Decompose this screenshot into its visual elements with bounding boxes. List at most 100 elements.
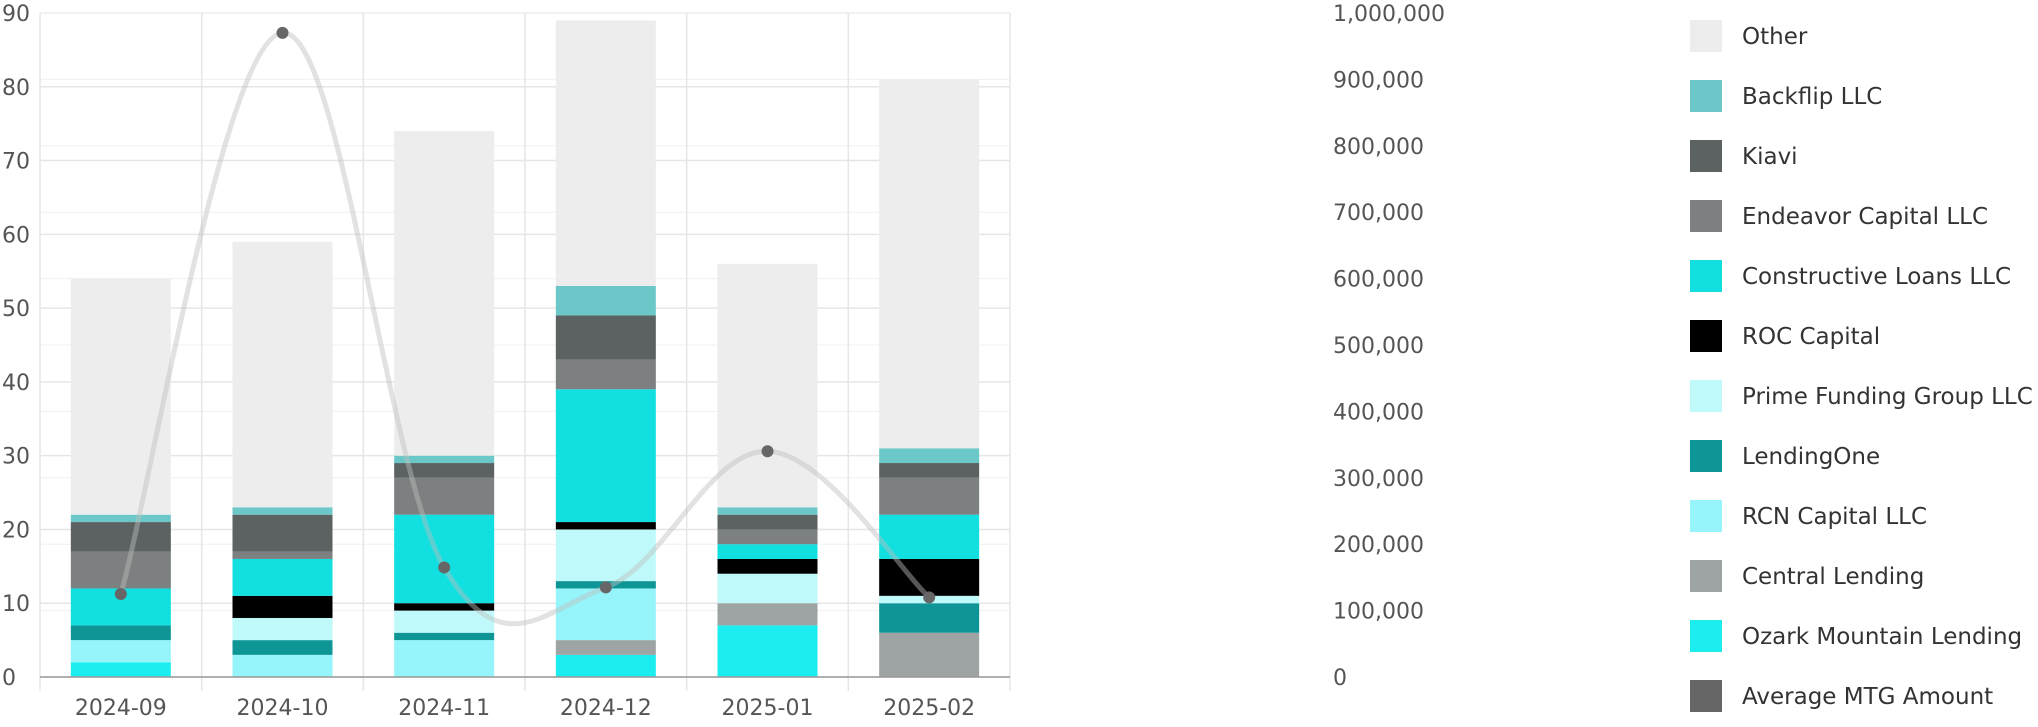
y-left-tick-label: 90: [2, 2, 30, 27]
bar-segment: [555, 20, 656, 286]
y-left-tick-label: 10: [2, 592, 30, 617]
bar-segment: [879, 79, 980, 449]
legend-label: Constructive Loans LLC: [1742, 264, 2011, 290]
bar-segment: [232, 558, 333, 596]
y-left-tick-label: 50: [2, 297, 30, 322]
line-point: [438, 561, 451, 574]
x-tick-label: 2024-11: [398, 696, 490, 721]
grid-layer: [39, 12, 1011, 691]
legend-label: Endeavor Capital LLC: [1742, 204, 1988, 230]
bar-segment: [717, 558, 818, 574]
legend-swatch: [1690, 320, 1722, 352]
bar-segment: [232, 241, 333, 508]
legend-swatch: [1690, 560, 1722, 592]
y-right-tick-label: 1,000,000: [1333, 2, 1445, 27]
y-left-tick-label: 40: [2, 371, 30, 396]
bar-segment: [879, 514, 980, 559]
bar-segment: [555, 389, 656, 523]
legend-swatch: [1690, 680, 1722, 712]
bar-segment: [394, 455, 495, 464]
bar-segment: [70, 662, 171, 677]
x-tick-label: 2024-12: [560, 696, 652, 721]
x-tick-label: 2025-01: [722, 696, 814, 721]
line-point: [114, 588, 127, 600]
bar-segment: [70, 551, 171, 589]
bar-segment: [232, 640, 333, 655]
line-point: [761, 445, 774, 458]
bar-segment: [717, 263, 818, 508]
bar-segment: [717, 529, 818, 545]
bar-segment: [555, 359, 656, 390]
bar-segment: [70, 522, 171, 552]
bar-segment: [394, 514, 495, 604]
bar-segment: [717, 514, 818, 530]
bar-segment: [717, 603, 818, 626]
bar-segment: [717, 625, 818, 677]
bar-segment: [70, 514, 171, 523]
y-left-tick-label: 30: [2, 445, 30, 470]
y-right-tick-label: 800,000: [1333, 135, 1424, 160]
y-left-tick-label: 70: [2, 150, 30, 175]
x-tick-label: 2024-10: [237, 696, 329, 721]
bar-segment: [394, 603, 495, 611]
bar-segment: [555, 285, 656, 316]
bar-segment: [70, 625, 171, 641]
legend-swatch: [1690, 500, 1722, 532]
bar-segment: [717, 544, 818, 559]
bar-segment: [555, 529, 656, 582]
legend-label: LendingOne: [1742, 444, 1880, 470]
bar-segment: [394, 640, 495, 677]
bar-segment: [394, 477, 495, 515]
legend-swatch: [1690, 20, 1722, 52]
legend-swatch: [1690, 200, 1722, 232]
bar-segment: [717, 573, 818, 604]
legend-label: RCN Capital LLC: [1742, 504, 1927, 530]
legend-swatch: [1690, 620, 1722, 652]
legend-label: Other: [1742, 24, 1808, 50]
bar-segment: [394, 610, 495, 633]
legend-swatch: [1690, 140, 1722, 172]
y-right-tick-label: 0: [1333, 666, 1347, 691]
legend-label: Ozark Mountain Lending: [1742, 624, 2022, 650]
y-right-tick-label: 600,000: [1333, 268, 1424, 293]
legend-label: Central Lending: [1742, 564, 1924, 590]
y-left-tick-label: 80: [2, 76, 30, 101]
bar-segment: [879, 463, 980, 478]
bars-layer: [70, 20, 980, 677]
bar-segment: [232, 551, 333, 559]
legend-swatch: [1690, 80, 1722, 112]
bar-segment: [394, 463, 495, 478]
bar-segment: [555, 588, 656, 641]
bar-segment: [879, 448, 980, 464]
legend-label: Average MTG Amount: [1742, 684, 1993, 710]
y-right-tick-label: 400,000: [1333, 400, 1424, 425]
y-right-tick-label: 100,000: [1333, 600, 1424, 625]
bar-segment: [879, 477, 980, 515]
bar-segment: [555, 315, 656, 360]
bar-segment: [232, 654, 333, 677]
y-right-tick-label: 900,000: [1333, 68, 1424, 93]
bar-segment: [232, 617, 333, 641]
bar-segment: [232, 595, 333, 618]
legend-swatch: [1690, 260, 1722, 292]
bar-segment: [70, 640, 171, 663]
axes-layer: 0 10 20 30 40 50 60 70 80 90 0 100,000 200,000 300,00…: [2, 2, 1445, 721]
legend-label: Prime Funding Group LLC: [1742, 384, 2033, 410]
bar-segment: [717, 507, 818, 515]
bar-segment: [555, 640, 656, 655]
x-tick-label: 2024-09: [75, 696, 167, 721]
bar-segment: [879, 603, 980, 633]
bar-segment: [232, 507, 333, 515]
line-point: [276, 26, 289, 39]
y-right-tick-label: 200,000: [1333, 533, 1424, 558]
line-point: [923, 591, 936, 604]
bar-segment: [555, 522, 656, 530]
y-right-tick-label: 700,000: [1333, 201, 1424, 226]
legend-label: ROC Capital: [1742, 324, 1880, 350]
legend: Other Backflip LLC Kiavi Endeavor Capital L…: [1690, 20, 2033, 712]
legend-label: Backflip LLC: [1742, 84, 1882, 110]
y-right-tick-label: 300,000: [1333, 467, 1424, 492]
bar-segment: [232, 514, 333, 552]
x-tick-label: 2025-02: [883, 696, 975, 721]
